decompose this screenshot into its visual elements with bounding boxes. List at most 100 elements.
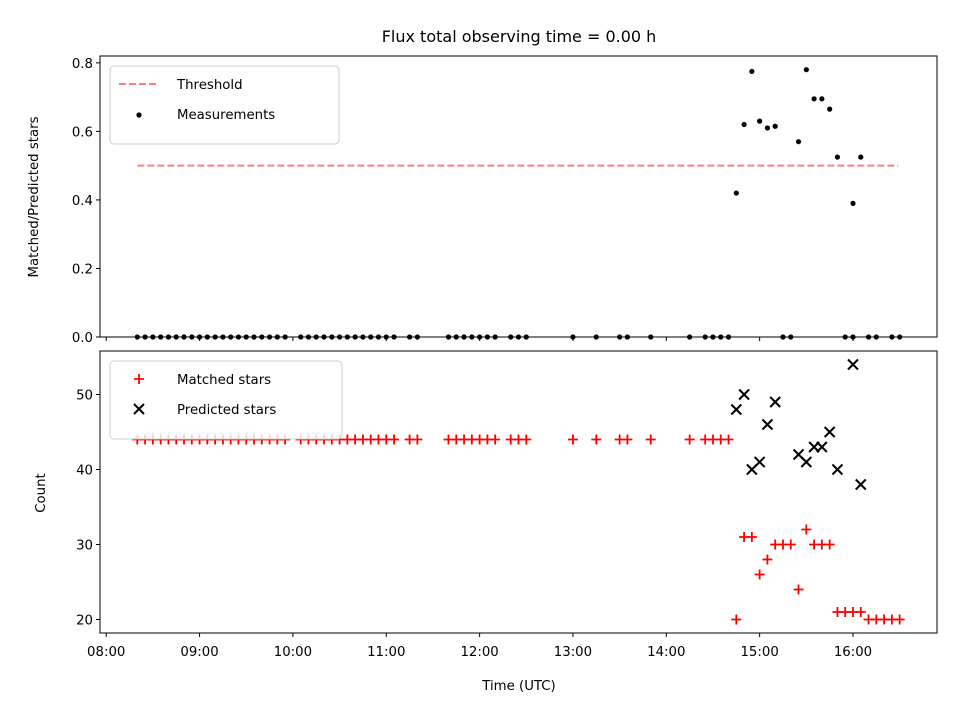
measurements-point (780, 334, 786, 340)
x-tick-label: 14:00 (647, 645, 685, 660)
predicted-stars-point (823, 426, 836, 438)
measurements-point (850, 334, 856, 340)
matched-stars-point (793, 584, 804, 595)
chart-title: Flux total observing time = 0.00 h (382, 27, 657, 46)
measurements-point (329, 334, 335, 340)
matched-stars-point (785, 539, 796, 550)
legend-label-threshold: Threshold (176, 78, 243, 93)
measurements-point (687, 334, 693, 340)
matched-stars-point (801, 524, 812, 535)
predicted-stars-point (769, 396, 781, 408)
measurements-point (811, 96, 817, 102)
bottom-y-tick-label: 30 (76, 539, 93, 554)
x-tick-label: 08:00 (87, 645, 125, 660)
measurements-point (189, 334, 195, 340)
measurements-point (858, 154, 864, 160)
measurements-point (165, 334, 172, 340)
x-tick-label: 16:00 (834, 645, 872, 660)
measurements-point (788, 334, 794, 340)
measurements-point (865, 334, 872, 340)
measurements-point (142, 334, 148, 340)
x-tick-label: 10:00 (274, 645, 312, 660)
measurements-point (150, 334, 156, 340)
measurements-point (274, 334, 280, 340)
top-y-tick-label: 0.4 (72, 194, 93, 209)
matched-stars-point (824, 539, 835, 550)
legend-label-matched-stars: Matched stars (177, 373, 271, 388)
matched-stars-point (412, 434, 423, 445)
top-y-tick-label: 0.2 (72, 262, 93, 277)
measurements-point (733, 190, 739, 196)
measurements-point (749, 68, 755, 75)
measurements-point (173, 334, 179, 340)
matched-stars-point (389, 434, 400, 445)
measurements-point (469, 334, 475, 340)
measurements-point (617, 334, 623, 340)
measurements-point (383, 334, 389, 340)
measurements-point (795, 139, 802, 145)
legend-swatch-measurements (136, 112, 142, 118)
measurements-point (259, 334, 265, 340)
measurements-point (593, 334, 599, 340)
measurements-point (710, 334, 716, 340)
matched-stars-point (490, 434, 501, 445)
predicted-stars-point (831, 463, 844, 476)
bottom-legend (109, 360, 343, 440)
measurements-point (305, 334, 312, 340)
measurements-point (228, 334, 234, 340)
top-y-axis-label: Matched/Predicted stars (27, 116, 42, 277)
x-axis-label: Time (UTC) (481, 679, 556, 694)
x-tick-label: 11:00 (367, 645, 405, 660)
measurements-point (298, 334, 304, 340)
top-y-tick-label: 0.6 (72, 125, 93, 140)
measurements-point (850, 200, 856, 206)
measurements-point (336, 334, 343, 340)
measurements-point (321, 334, 327, 340)
bottom-y-tick-label: 40 (76, 464, 93, 479)
measurements-point (515, 334, 522, 340)
bottom-y-tick-label: 20 (76, 614, 93, 629)
predicted-stars-point (847, 358, 859, 371)
measurements-point (360, 334, 366, 340)
measurements-point (624, 334, 631, 340)
measurements-point (484, 334, 490, 340)
measurements-point (181, 334, 187, 340)
measurements-point (196, 334, 203, 340)
matched-stars-point (684, 434, 695, 445)
x-tick-label: 13:00 (554, 645, 592, 660)
measurements-point (266, 334, 273, 340)
measurements-point (897, 334, 903, 340)
measurements-point (827, 106, 833, 112)
measurements-point (313, 334, 319, 340)
measurements-point (368, 334, 374, 340)
measurements-point (204, 334, 210, 340)
x-tick-label: 15:00 (740, 645, 778, 660)
matched-stars-point (645, 434, 656, 445)
measurements-point (834, 154, 841, 160)
bottom-y-tick-label: 50 (76, 389, 93, 404)
measurements-point (508, 334, 514, 340)
measurements-point (220, 334, 226, 340)
measurements-point (772, 123, 778, 129)
measurements-point (741, 121, 747, 128)
bottom-y-axis-label: Count (34, 473, 49, 513)
matched-stars-point (521, 434, 532, 445)
measurements-point (702, 334, 708, 340)
measurements-point (134, 334, 140, 340)
predicted-stars-point (800, 456, 813, 468)
measurements-point (523, 334, 529, 340)
matched-stars-point (746, 532, 757, 542)
predicted-stars-point (738, 388, 750, 401)
matched-stars-point (622, 434, 633, 445)
measurements-point (819, 96, 825, 102)
measurements-point (764, 125, 771, 131)
measurements-point (235, 334, 242, 340)
measurements-point (648, 334, 654, 340)
measurements-point (158, 334, 164, 340)
predicted-stars-point (753, 456, 766, 468)
predicted-stars-point (730, 403, 743, 416)
measurements-point (352, 334, 358, 340)
measurements-point (212, 334, 218, 340)
bottom-plot-frame (99, 350, 938, 634)
